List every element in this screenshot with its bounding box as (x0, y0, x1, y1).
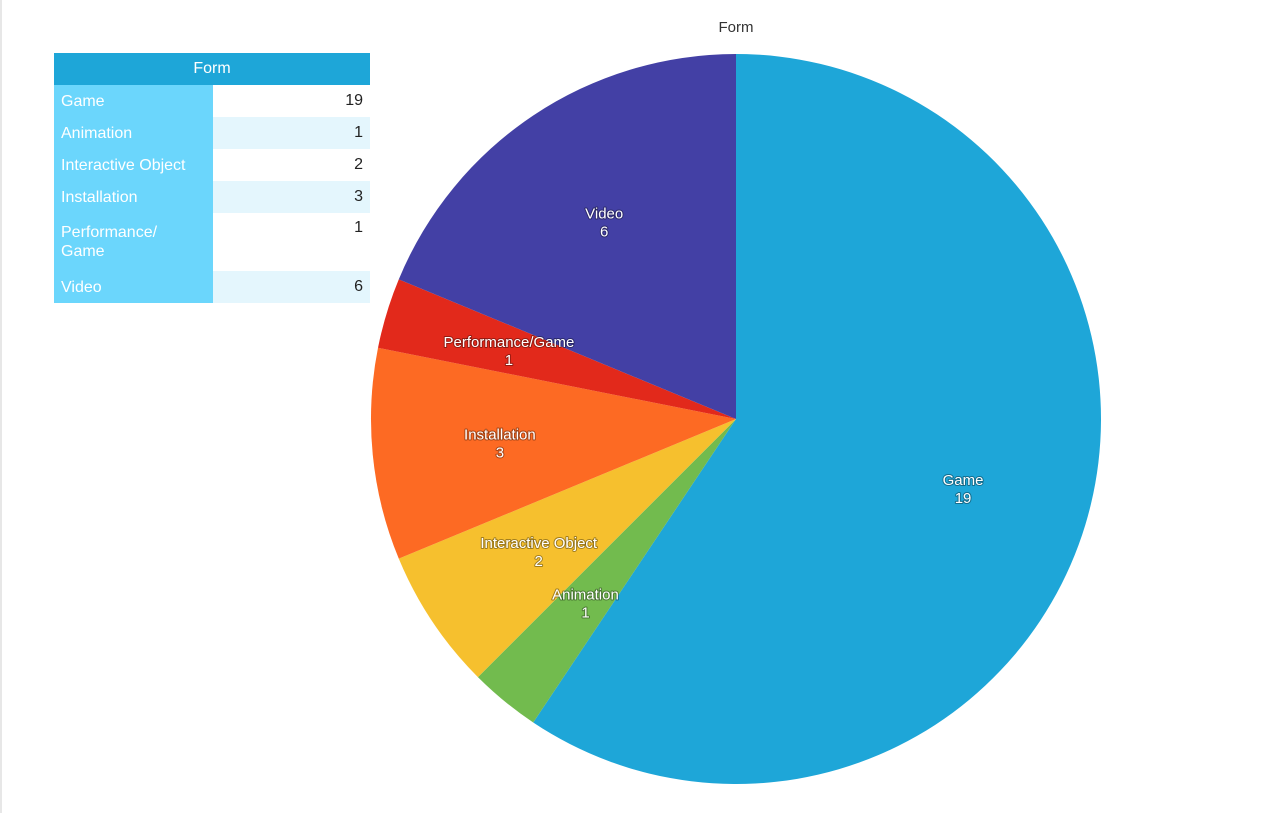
row-value: 2 (213, 149, 370, 181)
table-row: Game 19 (54, 85, 370, 117)
row-label: Video (54, 271, 213, 303)
slice-value: 2 (535, 553, 543, 570)
pie-slice-animation (477, 419, 736, 723)
row-value: 1 (213, 117, 370, 149)
table-row: Video 6 (54, 271, 370, 303)
row-label: Performance/ Game (54, 213, 213, 271)
pie-slice-video (398, 54, 736, 419)
slice-value: 1 (505, 352, 513, 369)
slice-value: 19 (955, 490, 972, 507)
slice-value: 1 (581, 604, 589, 621)
row-label: Interactive Object (54, 149, 213, 181)
table-row: Installation 3 (54, 181, 370, 213)
slice-label: Video (585, 206, 623, 223)
row-value: 3 (213, 181, 370, 213)
table-header: Form (54, 53, 370, 85)
slice-label: Animation (552, 586, 619, 603)
slice-label: Game (943, 472, 984, 489)
row-label: Game (54, 85, 213, 117)
slice-value: 6 (600, 224, 608, 241)
row-value: 19 (213, 85, 370, 117)
chart-title: Form (718, 19, 754, 36)
pie-slice-interactive-object (398, 419, 736, 678)
table-row: Animation 1 (54, 117, 370, 149)
row-value: 1 (213, 213, 370, 271)
row-label: Installation (54, 181, 213, 213)
row-label: Animation (54, 117, 213, 149)
pie-slice-game (533, 54, 1101, 784)
table-row: Performance/ Game 1 (54, 213, 370, 271)
data-table: Form Game 19 Animation 1 Interactive Obj… (54, 53, 370, 303)
window-edge (0, 0, 2, 813)
table-row: Interactive Object 2 (54, 149, 370, 181)
slice-label: Performance/Game (444, 334, 575, 351)
pie-slice-installation (371, 347, 736, 559)
pie-slice-performance-game (378, 279, 736, 419)
slice-label: Interactive Object (480, 535, 598, 552)
slice-value: 3 (496, 444, 504, 461)
row-value: 6 (213, 271, 370, 303)
slice-label: Installation (464, 426, 536, 443)
